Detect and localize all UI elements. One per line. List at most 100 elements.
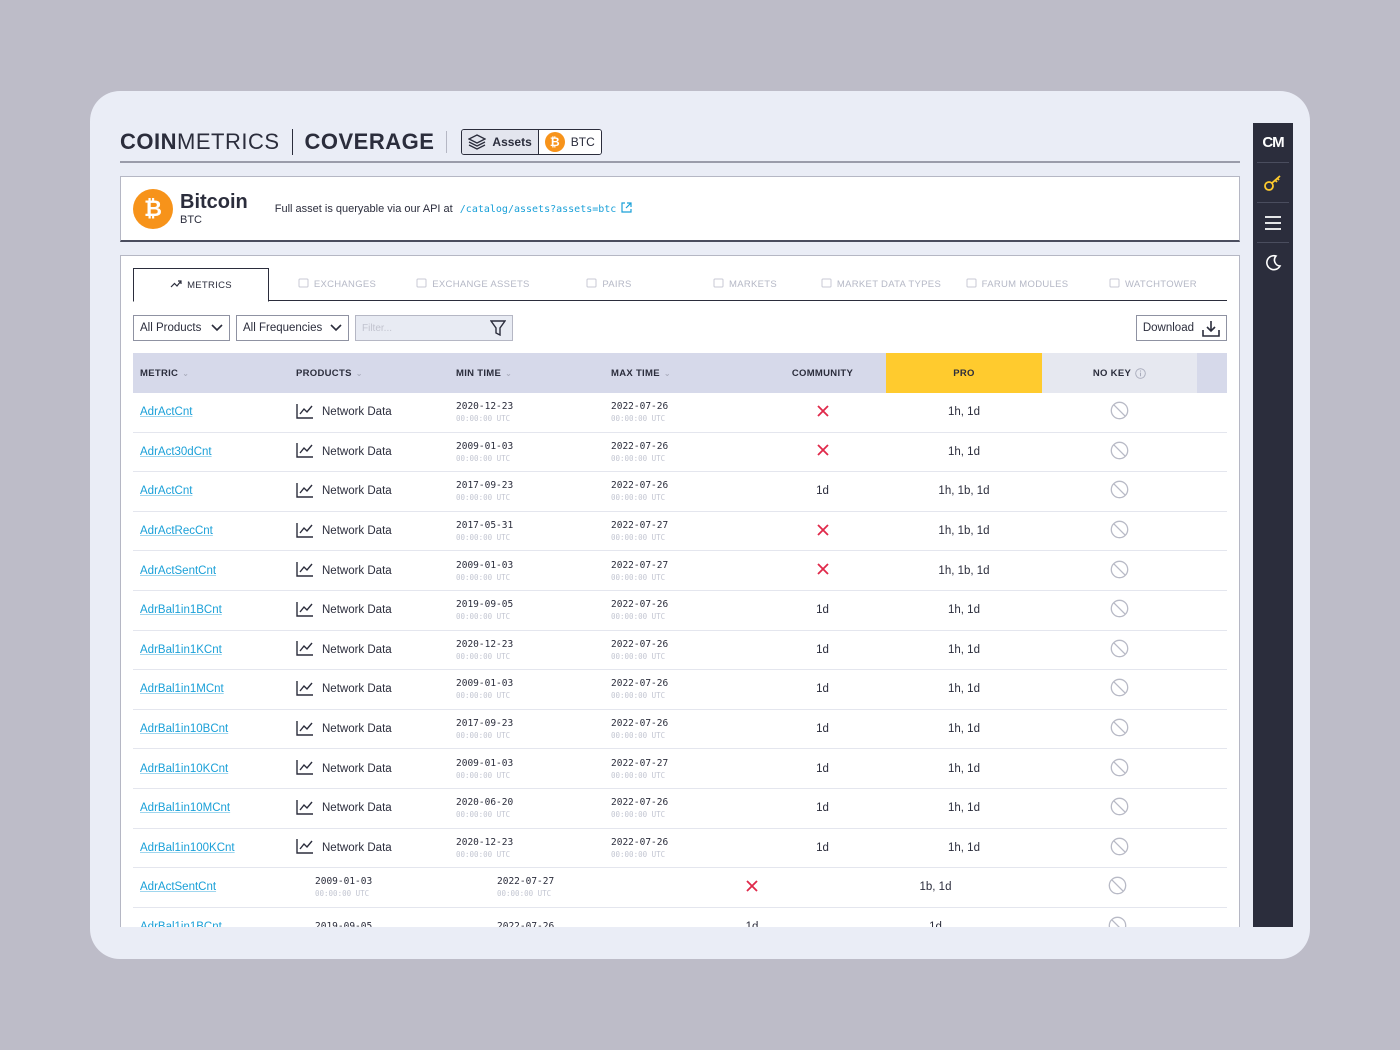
min-time-cell: 2020-12-23 00:00:00 UTC [449,631,604,670]
pairs-icon [586,278,597,291]
tab-label: PAIRS [602,279,632,290]
metric-link[interactable]: AdrAct30dCnt [140,445,212,458]
max-date: 2022-07-26 [611,836,669,848]
exchange-assets-icon [416,278,427,291]
metric-link[interactable]: AdrBal1in1BCnt [140,921,222,927]
metric-link[interactable]: AdrActCnt [140,485,193,498]
metric-link[interactable]: AdrActSentCnt [140,564,217,577]
tab-pairs[interactable]: PAIRS [541,268,677,301]
min-date: 2020-12-23 [456,401,514,413]
unavailable-x-icon [816,443,830,460]
tab-markets[interactable]: MARKETS [677,268,813,301]
tab-watchtower[interactable]: WATCHTOWER [1085,268,1221,301]
max-time-cell: 2022-07-27 00:00:00 UTC [497,868,727,907]
tab-farum-modules[interactable]: FARUM MODULES [949,268,1085,301]
pro-cell: 1h, 1d [886,591,1042,630]
api-note-text: Full asset is queryable via our API at [274,203,453,215]
line-chart-icon [296,561,314,580]
rail-key-button[interactable] [1257,163,1289,203]
column-header-no-key: NO KEY [1042,353,1197,393]
rail-theme-button[interactable] [1257,243,1289,283]
column-header-metric[interactable]: METRIC ⌄ [133,353,289,393]
line-chart-icon [296,680,314,699]
tab-exchanges[interactable]: EXCHANGES [269,268,405,301]
rail-logo[interactable]: CM [1257,123,1289,163]
breadcrumb-btc[interactable]: ₿ BTC [538,130,601,154]
pro-cell: 1h, 1d [886,829,1042,868]
column-header-products[interactable]: PRODUCTS ⌄ [289,353,449,393]
metric-link[interactable]: AdrActSentCnt [140,881,217,894]
max-time: 00:00:00 UTC [611,453,666,463]
min-time: 00:00:00 UTC [456,612,511,622]
rail-menu-button[interactable] [1257,203,1289,243]
max-date: 2022-07-26 [611,440,669,452]
metric-link[interactable]: AdrActRecCnt [140,525,213,538]
products-select[interactable]: All Products [133,315,230,341]
community-cell [759,512,886,551]
metric-link[interactable]: AdrBal1in1BCnt [140,604,222,617]
info-icon[interactable] [1135,367,1146,379]
pro-value: 1h, 1d [948,762,980,775]
metric-link[interactable]: AdrBal1in100KCnt [140,841,235,854]
metric-link[interactable]: AdrBal1in10KCnt [140,762,229,775]
tab-metrics[interactable]: METRICS [133,268,269,302]
community-value: 1d [816,683,829,696]
coinmetrics-logo[interactable]: COINMETRICS [120,129,280,155]
pro-cell: 1h, 1d [886,670,1042,709]
logo-light: METRICS [177,129,280,154]
column-header-max-time-label: MAX TIME [611,367,660,379]
column-header-community-label: COMMUNITY [791,367,854,379]
min-date: 2009-01-03 [315,876,373,888]
max-time: 00:00:00 UTC [611,612,666,622]
filter-bar: All Products All Frequencies Download [133,314,1227,342]
metric-cell: AdrAct30dCnt [133,433,289,472]
asset-name-block: Bitcoin BTC [180,191,248,226]
product-label: Network Data [322,683,392,696]
tab-exchange-assets[interactable]: EXCHANGE ASSETS [405,268,541,301]
external-link-icon[interactable] [621,202,632,213]
table-row: AdrBal1in1BCnt 2019-09-05 2022-07-26 1d 1d [133,908,1227,927]
pro-value: 1b, 1d [919,881,952,894]
metric-link[interactable]: AdrBal1in10BCnt [140,723,229,736]
product-label: Network Data [322,525,392,538]
frequencies-select[interactable]: All Frequencies [236,315,349,341]
breadcrumb-assets[interactable]: Assets [462,130,539,154]
min-time-cell: 2020-12-23 00:00:00 UTC [449,393,604,432]
max-date: 2022-07-26 [611,599,669,611]
min-time: 00:00:00 UTC [456,810,511,820]
min-date: 2019-09-05 [456,599,514,611]
line-chart-icon [821,278,832,291]
max-time-cell: 2022-07-26 00:00:00 UTC [604,710,759,749]
min-time: 00:00:00 UTC [456,453,511,463]
filter-funnel-icon[interactable] [490,320,506,336]
product-cell: Network Data [289,433,449,472]
no-key-cell [1042,433,1197,472]
min-date: 2009-01-03 [456,678,514,690]
app-frame: COINMETRICS COVERAGE Assets ₿ BTC ₿ Bitc… [90,91,1310,959]
pro-cell: 1h, 1d [886,393,1042,432]
tab-market-data-types[interactable]: MARKET DATA TYPES [813,268,949,301]
table-row: AdrBal1in1MCnt Network Data 2009-01-03 00:0… [133,670,1227,710]
metric-link[interactable]: AdrActCnt [140,406,193,419]
api-catalog-link[interactable]: /catalog/assets?assets=btc [459,204,617,215]
max-time-cell: 2022-07-27 00:00:00 UTC [604,551,759,590]
community-value: 1d [816,841,829,854]
filter-input-wrapper [355,315,513,341]
pro-cell: 1h, 1b, 1d [886,551,1042,590]
max-time: 00:00:00 UTC [611,533,666,543]
table-body: AdrActCnt Network Data 2020-12-23 00:00:00 … [133,393,1227,927]
no-key-cell [1042,393,1197,432]
metric-link[interactable]: AdrBal1in10MCnt [140,802,231,815]
min-time-cell: 2009-01-03 00:00:00 UTC [449,551,604,590]
unavailable-x-icon [816,523,830,540]
download-button[interactable]: Download [1135,315,1227,341]
max-date: 2022-07-27 [497,876,555,888]
metric-link[interactable]: AdrBal1in1KCnt [140,643,222,656]
min-date: 2009-01-03 [456,757,514,769]
metric-link[interactable]: AdrBal1in1MCnt [140,683,224,696]
metric-cell: AdrBal1in1BCnt [133,908,315,927]
column-header-min-time[interactable]: MIN TIME ⌄ [449,353,604,393]
max-time-cell: 2022-07-26 00:00:00 UTC [604,591,759,630]
column-header-max-time[interactable]: MAX TIME ⌄ [604,353,759,393]
filter-input[interactable] [362,322,472,334]
